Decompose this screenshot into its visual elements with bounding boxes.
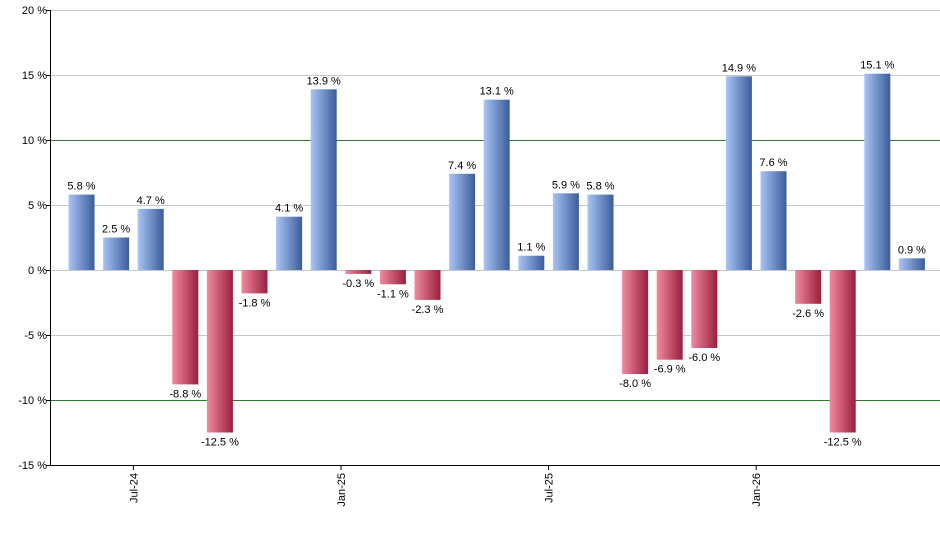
bar	[414, 270, 441, 300]
y-tick-label: -15 %	[18, 460, 47, 472]
bar-value-label: 13.9 %	[307, 75, 341, 87]
label-layer: 20 % 15 % 10 % 5 % 0 % -5 % -10 % -15 % 5.8 % 2.5…	[18, 5, 926, 507]
bar-value-label: -0.3 %	[342, 278, 374, 290]
bar	[483, 99, 510, 270]
bar	[656, 270, 683, 360]
y-tick-label: -5 %	[24, 330, 47, 342]
bar-value-label: 7.6 %	[759, 157, 787, 169]
bar	[829, 270, 856, 433]
x-tick-label: Jan-25	[336, 473, 348, 507]
axis-layer	[46, 10, 940, 470]
y-tick-label: 20 %	[22, 5, 47, 17]
bar	[760, 171, 787, 270]
bar-value-label: 5.8 %	[67, 181, 95, 193]
bar-value-label: 1.1 %	[517, 242, 545, 254]
bar	[795, 270, 822, 304]
y-tick-label: 15 %	[22, 70, 47, 82]
bar	[898, 258, 925, 270]
bar-value-label: -1.1 %	[377, 288, 409, 300]
bar	[449, 173, 476, 270]
x-tick-label: Jul-24	[128, 473, 140, 503]
bar-value-label: -2.3 %	[412, 304, 444, 316]
bar-value-label: -6.9 %	[654, 364, 686, 376]
bar	[172, 270, 199, 385]
bar-value-label: 0.9 %	[898, 244, 926, 256]
bar-value-label: 7.4 %	[448, 160, 476, 172]
bar	[379, 270, 406, 285]
bar-value-label: -8.8 %	[169, 388, 201, 400]
y-tick-label: 5 %	[28, 200, 47, 212]
y-tick-label: 0 %	[28, 265, 47, 277]
bar-value-label: 14.9 %	[722, 62, 756, 74]
bar-value-label: 4.1 %	[275, 203, 303, 215]
bar-value-label: 15.1 %	[860, 60, 894, 72]
y-tick-label: 10 %	[22, 135, 47, 147]
bar	[241, 270, 268, 294]
bar	[622, 270, 649, 374]
bar-layer	[68, 73, 925, 433]
bar-value-label: -1.8 %	[239, 297, 271, 309]
bar	[206, 270, 233, 433]
bar-value-label: 2.5 %	[102, 224, 130, 236]
x-tick-label: Jan-26	[751, 473, 763, 507]
bar	[587, 194, 614, 270]
bar-value-label: -12.5 %	[824, 437, 862, 449]
bar-value-label: -12.5 %	[201, 437, 239, 449]
bar-value-label: -8.0 %	[619, 378, 651, 390]
bar-value-label: 5.8 %	[586, 181, 614, 193]
bar	[276, 216, 303, 270]
bar	[864, 73, 891, 270]
bar-value-label: -6.0 %	[688, 352, 720, 364]
bar	[725, 76, 752, 270]
bar-value-label: -2.6 %	[792, 308, 824, 320]
bar	[137, 208, 164, 270]
bar	[552, 193, 579, 270]
bar	[518, 255, 545, 270]
bar-value-label: 5.9 %	[552, 179, 580, 191]
bar	[345, 270, 372, 274]
bar-value-label: 4.7 %	[137, 195, 165, 207]
bar	[691, 270, 718, 348]
bar-value-label: 13.1 %	[480, 86, 514, 98]
bar	[103, 237, 130, 270]
bar	[68, 194, 95, 270]
y-tick-label: -10 %	[18, 395, 47, 407]
x-tick-label: Jul-25	[544, 473, 556, 503]
bar	[310, 89, 337, 270]
